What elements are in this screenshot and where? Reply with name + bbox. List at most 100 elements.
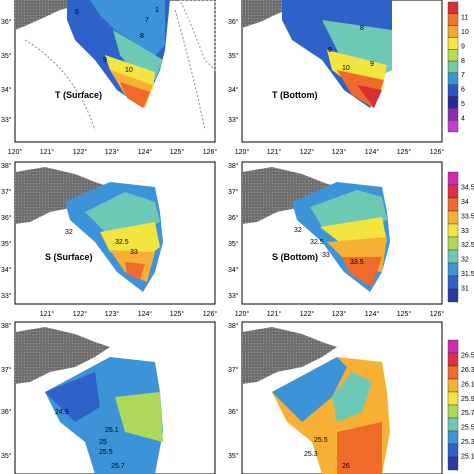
lon-tick: 125°: [397, 148, 412, 156]
contour-label: 33: [322, 252, 330, 259]
contour-label: 32: [65, 229, 73, 236]
dens-band-low: [272, 357, 347, 422]
lat-tick: 37°: [228, 366, 239, 374]
colorbar-swatch: [447, 391, 459, 406]
colorbar-swatch: [447, 275, 459, 290]
colorbar-swatch: [447, 72, 459, 85]
panel-label: S (Surface): [45, 252, 93, 262]
lat-tick: 36°: [228, 18, 239, 26]
lon-tick: 126°: [203, 148, 218, 156]
contour-label: 1: [155, 7, 159, 14]
colorbar-label: 33.5: [461, 213, 474, 220]
contour-label: 25.1: [105, 427, 119, 434]
lat-tick: 35°: [1, 52, 12, 60]
lon-tick: 120°: [8, 148, 23, 156]
panel-t-bottom: T (Bottom) 8 9 10 9 36° 35° 34° 33° 120°…: [228, 0, 444, 156]
dens-band-25-1: [115, 392, 163, 442]
contour-label: 10: [125, 67, 133, 74]
colorbar-label: 26.5: [461, 352, 474, 359]
lat-tick: 33°: [228, 116, 239, 124]
panel-s-bottom: S (Bottom) 32 32.5 33 33.5 38° 37° 36° 3…: [228, 161, 445, 318]
colorbar-swatch: [447, 378, 459, 393]
contour-label: 25.7: [111, 463, 125, 470]
lon-tick: 124°: [138, 148, 153, 156]
panel-d-surface: 24.9 25.1 25 25.5 25.7 38° 37° 36° 35°: [1, 321, 216, 474]
salt-band-33-5: [125, 262, 145, 280]
lat-tick: 35°: [228, 240, 239, 248]
contour-label: 24.9: [55, 409, 69, 416]
lat-ticks: 36° 35° 34° 33°: [228, 18, 239, 124]
lon-tick: 123°: [105, 310, 120, 318]
contour-label: 25.3: [304, 451, 318, 458]
lat-ticks: 38° 37° 36° 35°: [1, 322, 12, 460]
lon-tick: 120°: [235, 148, 250, 156]
contour-label: 25.5: [99, 449, 113, 456]
lat-tick: 38°: [1, 322, 12, 330]
lon-tick: 126°: [203, 310, 218, 318]
contour-label: 6: [75, 9, 79, 16]
colorbar-swatch: [447, 96, 459, 109]
lon-tick: 124°: [365, 148, 380, 156]
lat-tick: 33°: [1, 116, 12, 124]
colorbar-swatch: [447, 365, 459, 380]
lat-tick: 36°: [1, 408, 12, 416]
contour-label: 25.5: [314, 437, 328, 444]
colorbar-label: 5: [461, 101, 465, 108]
lat-tick: 36°: [228, 408, 239, 416]
colorbar-swatch: [447, 339, 459, 354]
lat-tick: 35°: [1, 452, 12, 460]
colorbar-swatch: [447, 456, 459, 471]
lat-tick: 37°: [228, 188, 239, 196]
lat-tick: 38°: [1, 162, 12, 170]
colorbar-salinity: 34.5 34 33.5 33 32.5 32 31.5 31: [447, 171, 474, 303]
panel-label: S (Bottom): [272, 252, 318, 262]
colorbar-swatch: [447, 13, 459, 26]
lon-tick: 122°: [300, 310, 315, 318]
lon-tick: 122°: [73, 148, 88, 156]
lon-tick: 121°: [40, 310, 55, 318]
colorbar-label: 34.5: [461, 184, 474, 191]
contour-label: 9: [370, 61, 374, 68]
lat-tick: 33°: [1, 292, 12, 300]
colorbar-swatch: [447, 25, 459, 38]
lat-tick: 34°: [1, 86, 12, 94]
lat-tick: 34°: [1, 266, 12, 274]
land-shandong: [242, 167, 337, 224]
contour-label: 8: [140, 33, 144, 40]
contour-label: 26: [342, 463, 350, 470]
temp-band-7: [90, 0, 165, 58]
colorbar-swatch: [447, 37, 459, 50]
lon-tick: 121°: [267, 148, 282, 156]
colorbar-label: 32.5: [461, 242, 474, 249]
colorbar-label: 8: [461, 58, 465, 65]
isobath: [174, 9, 206, 131]
lat-tick: 34°: [228, 86, 239, 94]
contour-label: 7: [145, 17, 149, 24]
colorbar-swatch: [447, 60, 459, 74]
lon-tick: 123°: [332, 148, 347, 156]
land-shandong: [15, 327, 110, 384]
colorbar-swatch: [447, 288, 459, 303]
colorbar-label: 25.1: [461, 454, 474, 461]
colorbar-density: 26.5 26.3 26.1 25.9 25.7 25.5 25.3 25.1: [447, 339, 474, 471]
contour-label: 32.5: [115, 239, 129, 246]
colorbar-swatch: [447, 262, 459, 277]
land-shandong: [242, 327, 337, 384]
colorbar-swatch: [447, 1, 459, 15]
lon-ticks: 120° 121° 122° 123° 124° 125° 126°: [235, 310, 445, 318]
colorbar-swatch: [447, 443, 459, 458]
temp-band-9: [105, 55, 155, 90]
colorbar-label: 9: [461, 43, 465, 50]
contour-label: 32.5: [310, 239, 324, 246]
temp-band-11: [120, 82, 150, 108]
lat-tick: 37°: [1, 188, 12, 196]
lat-tick: 35°: [1, 240, 12, 248]
colorbar-label: 26.3: [461, 367, 474, 374]
lon-tick: 125°: [170, 310, 185, 318]
lon-tick: 123°: [332, 310, 347, 318]
lat-tick: 36°: [1, 18, 12, 26]
lon-tick: 123°: [105, 148, 120, 156]
colorbar-label: 25.3: [461, 439, 474, 446]
lat-tick: 33°: [228, 292, 239, 300]
